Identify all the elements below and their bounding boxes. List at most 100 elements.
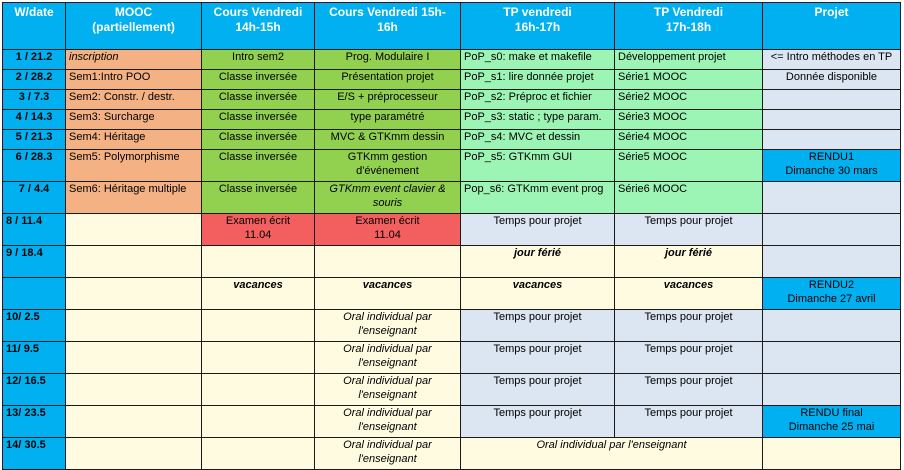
mooc-cell: Sem3: Surcharge xyxy=(65,109,202,130)
tp2-cell: jour férié xyxy=(614,245,763,278)
projet-deadline-cell: RENDU2 Dimanche 27 avril xyxy=(762,277,901,310)
tp2-cell: Série3 MOOC xyxy=(614,109,763,130)
header-cours-2: Cours Vendredi 15h- 16h xyxy=(314,2,461,50)
week-cell: 11/ 9.5 xyxy=(2,341,66,374)
tp1-cell: jour férié xyxy=(460,245,615,278)
header-week: W/date xyxy=(2,2,66,50)
mooc-cell: Sem2: Constr. / destr. xyxy=(65,89,202,110)
table-row: 7 / 4.4 Sem6: Héritage multiple Classe i… xyxy=(2,181,901,214)
table-row: 4 / 14.3 Sem3: Surcharge Classe inversée… xyxy=(2,109,901,130)
cours1-cell: vacances xyxy=(201,277,315,310)
mooc-cell xyxy=(65,277,202,310)
week-cell: 2 / 28.2 xyxy=(2,69,66,90)
tp1-cell: vacances xyxy=(460,277,615,310)
cours1-cell: Intro sem2 xyxy=(201,49,315,70)
mooc-cell: Sem5: Polymorphisme xyxy=(65,149,202,182)
tp1-cell: PoP_s0: make et makefile xyxy=(460,49,615,70)
cours1-cell xyxy=(201,405,315,438)
table-row: 12/ 16.5 Oral individual par l'enseignant… xyxy=(2,373,901,406)
exam-cell: Examen écrit 11.04 xyxy=(201,213,315,246)
projet-cell xyxy=(762,437,901,470)
table-row: 3 / 7.3 Sem2: Constr. / destr. Classe in… xyxy=(2,89,901,110)
week-cell: 6 / 28.3 xyxy=(2,149,66,182)
cours2-cell: GTKmm event clavier & souris xyxy=(314,181,461,214)
projet-cell xyxy=(762,181,901,214)
mooc-cell: Sem4: Héritage xyxy=(65,129,202,150)
header-tp-1: TP vendredi 16h-17h xyxy=(460,2,615,50)
mooc-cell: Sem1:Intro POO xyxy=(65,69,202,90)
tp-merged-cell: Oral individual par l'enseignant xyxy=(460,437,763,470)
tp1-cell: Temps pour projet xyxy=(460,309,615,342)
cours1-cell: Classe inversée xyxy=(201,149,315,182)
cours1-cell: Classe inversée xyxy=(201,129,315,150)
cours1-cell: Classe inversée xyxy=(201,69,315,90)
projet-cell xyxy=(762,309,901,342)
table-row: 10/ 2.5 Oral individual par l'enseignant … xyxy=(2,309,901,342)
table-row: 13/ 23.5 Oral individual par l'enseignant… xyxy=(2,405,901,438)
projet-deadline-cell: RENDU1 Dimanche 30 mars xyxy=(762,149,901,182)
mooc-cell xyxy=(65,437,202,470)
cours2-cell xyxy=(314,245,461,278)
cours2-cell: Oral individual par l'enseignant xyxy=(314,309,461,342)
tp1-cell: Temps pour projet xyxy=(460,341,615,374)
week-cell: 8 / 11.4 xyxy=(2,213,66,246)
mooc-cell: inscription xyxy=(65,49,202,70)
projet-cell xyxy=(762,109,901,130)
tp1-cell: PoP_s5: GTKmm GUI xyxy=(460,149,615,182)
table-row: 5 / 21.3 Sem4: Héritage Classe inversée … xyxy=(2,129,901,150)
header-row: W/date MOOC (partiellement) Cours Vendred… xyxy=(2,2,901,50)
tp1-cell: PoP_s4: MVC et dessin xyxy=(460,129,615,150)
tp2-cell: vacances xyxy=(614,277,763,310)
table-row: 1 / 21.2 inscription Intro sem2 Prog. Mo… xyxy=(2,49,901,70)
week-cell: 4 / 14.3 xyxy=(2,109,66,130)
cours1-cell xyxy=(201,373,315,406)
cours1-cell: Classe inversée xyxy=(201,181,315,214)
header-tp-2: TP Vendredi 17h-18h xyxy=(614,2,763,50)
table-row: 9 / 18.4 jour férié jour férié xyxy=(2,245,901,278)
tp2-cell: Série1 MOOC xyxy=(614,69,763,90)
week-cell: 12/ 16.5 xyxy=(2,373,66,406)
cours2-cell: Oral individual par l'enseignant xyxy=(314,341,461,374)
header-projet: Projet xyxy=(762,2,901,50)
cours1-cell xyxy=(201,309,315,342)
cours2-cell: Prog. Modulaire I xyxy=(314,49,461,70)
mooc-cell xyxy=(65,373,202,406)
tp2-cell: Temps pour projet xyxy=(614,341,763,374)
mooc-cell xyxy=(65,245,202,278)
week-cell: 10/ 2.5 xyxy=(2,309,66,342)
tp1-cell: PoP_s1: lire donnée projet xyxy=(460,69,615,90)
cours2-cell: Oral individual par l'enseignant xyxy=(314,405,461,438)
week-cell: 1 / 21.2 xyxy=(2,49,66,70)
tp1-cell: Temps pour projet xyxy=(460,405,615,438)
table-row: 14/ 30.5 Oral individual par l'enseignant… xyxy=(2,437,901,470)
week-cell: 9 / 18.4 xyxy=(2,245,66,278)
tp1-cell: Temps pour projet xyxy=(460,213,615,246)
tp1-cell: Temps pour projet xyxy=(460,373,615,406)
table-row: 8 / 11.4 Examen écrit 11.04 Examen écrit 1… xyxy=(2,213,901,246)
tp2-cell: Temps pour projet xyxy=(614,373,763,406)
tp1-cell: PoP_s2: Préproc et fichier xyxy=(460,89,615,110)
projet-cell: <= Intro méthodes en TP xyxy=(762,49,901,70)
projet-cell xyxy=(762,373,901,406)
table-row: 2 / 28.2 Sem1:Intro POO Classe inversée … xyxy=(2,69,901,90)
exam-cell: Examen écrit 11.04 xyxy=(314,213,461,246)
cours2-cell: Oral individual par l'enseignant xyxy=(314,437,461,470)
tp2-cell: Temps pour projet xyxy=(614,309,763,342)
week-cell: 3 / 7.3 xyxy=(2,89,66,110)
tp1-cell: PoP_s3: static ; type param. xyxy=(460,109,615,130)
mooc-cell: Sem6: Héritage multiple xyxy=(65,181,202,214)
cours1-cell: Classe inversée xyxy=(201,89,315,110)
tp2-cell: Série5 MOOC xyxy=(614,149,763,182)
projet-cell xyxy=(762,245,901,278)
cours1-cell: Classe inversée xyxy=(201,109,315,130)
tp2-cell: Temps pour projet xyxy=(614,213,763,246)
tp2-cell: Série4 MOOC xyxy=(614,129,763,150)
projet-cell xyxy=(762,213,901,246)
week-cell: 13/ 23.5 xyxy=(2,405,66,438)
tp2-cell: Développement projet xyxy=(614,49,763,70)
week-cell: 14/ 30.5 xyxy=(2,437,66,470)
header-cours-1: Cours Vendredi 14h-15h xyxy=(201,2,315,50)
tp2-cell: Temps pour projet xyxy=(614,405,763,438)
cours2-cell: E/S + préprocesseur xyxy=(314,89,461,110)
